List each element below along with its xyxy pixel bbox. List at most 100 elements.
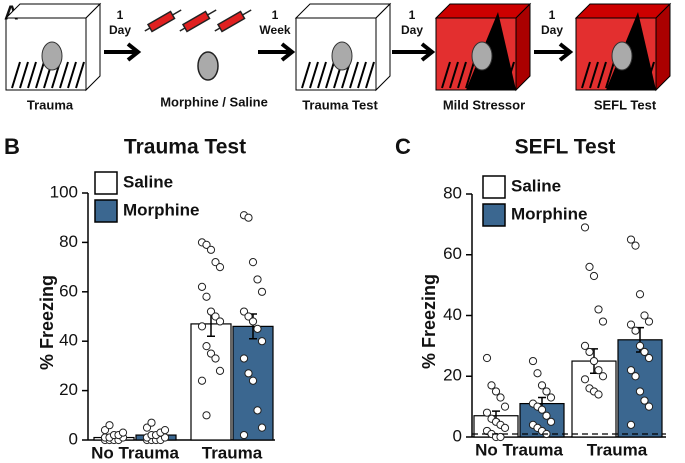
data-point (142, 423, 152, 432)
legend-label: Morphine (123, 200, 200, 219)
legend-swatch (482, 203, 506, 227)
grid-bar (67, 61, 77, 89)
grid-bar (365, 61, 375, 89)
grid-bar (449, 61, 459, 89)
data-point (594, 390, 603, 399)
arrow (258, 42, 296, 62)
grid-bar (441, 61, 451, 89)
y-tick-label: 20 (443, 366, 462, 385)
data-point (644, 317, 654, 326)
legend-swatch (482, 175, 506, 199)
data-point (487, 381, 496, 390)
y-tick-label: 100 (50, 182, 78, 201)
y-tick-label: 40 (59, 331, 78, 350)
data-point (585, 262, 594, 271)
x-tick-label: Trauma (587, 440, 648, 459)
cage-side (655, 2, 671, 92)
grid-bar (357, 61, 367, 89)
station-label: SEFL Test (594, 97, 657, 112)
interval-number: 1 (272, 8, 279, 22)
data-point (537, 381, 547, 390)
data-point (253, 275, 262, 284)
grid-bar (301, 61, 311, 89)
data-point (631, 241, 640, 250)
panel-label: B (4, 134, 20, 159)
arrow (104, 42, 142, 62)
data-point (244, 213, 253, 222)
grid-bar (349, 61, 359, 89)
arrow (534, 42, 574, 62)
data-point (206, 307, 216, 316)
data-point (640, 347, 649, 357)
grid-bar (605, 61, 615, 89)
interval-unit: Day (541, 23, 563, 37)
grid-bar (497, 61, 507, 89)
grid-bar (645, 61, 655, 89)
data-point (626, 320, 636, 329)
data-point (635, 387, 645, 396)
data-point (118, 428, 128, 437)
data-point (202, 292, 211, 301)
mouse (471, 41, 493, 71)
cage-top (434, 3, 532, 19)
data-point (644, 402, 654, 411)
grid-bar (629, 61, 639, 89)
data-point (626, 235, 636, 244)
grid-bar (11, 61, 21, 89)
data-point (197, 322, 207, 331)
data-point (197, 376, 207, 385)
y-tick-label: 20 (59, 380, 78, 399)
y-tick-label: 0 (453, 426, 462, 445)
y-tick-label: 60 (443, 244, 462, 263)
data-point (257, 337, 267, 346)
data-point (482, 408, 492, 417)
data-point (626, 420, 636, 429)
station-label: Mild Stressor (443, 97, 525, 112)
legend-label: Saline (123, 172, 173, 191)
arrows (104, 42, 574, 62)
data-point (239, 307, 249, 316)
cage-top (574, 3, 672, 19)
data-point (211, 258, 220, 267)
data-point (202, 240, 211, 249)
data-point (635, 290, 645, 299)
data-point (626, 366, 636, 375)
grid-bar (317, 61, 327, 89)
data-point (202, 411, 211, 420)
arrow (392, 42, 436, 62)
cage-side (375, 2, 391, 92)
data-point (215, 317, 225, 326)
data-point (598, 317, 608, 326)
legend-swatch (94, 171, 118, 195)
data-point (244, 369, 253, 378)
data-point (239, 354, 249, 363)
data-point (211, 354, 220, 363)
data-point (206, 245, 216, 254)
legend-swatch (94, 199, 118, 223)
grid-bar (27, 61, 37, 89)
data-point (496, 432, 505, 442)
data-point (631, 372, 640, 381)
data-point (640, 396, 649, 405)
data-point (580, 375, 590, 384)
grid-bar (597, 61, 607, 89)
data-point (537, 405, 547, 414)
data-point (105, 421, 114, 430)
interval-number: 1 (549, 8, 556, 22)
grid-bar (637, 61, 647, 89)
y-tick-label: 40 (443, 305, 462, 324)
data-point (631, 326, 640, 335)
data-point (100, 426, 110, 435)
data-point (257, 423, 267, 432)
data-point (482, 353, 492, 363)
data-point (500, 423, 510, 432)
mouse (331, 41, 353, 71)
data-point (594, 305, 603, 314)
panel-label: C (395, 134, 411, 159)
data-point (248, 258, 258, 267)
y-axis-label: % Freezing (37, 275, 57, 370)
data-point (585, 347, 594, 357)
data-point (546, 393, 556, 402)
data-point (500, 402, 510, 411)
data-point (594, 366, 603, 375)
